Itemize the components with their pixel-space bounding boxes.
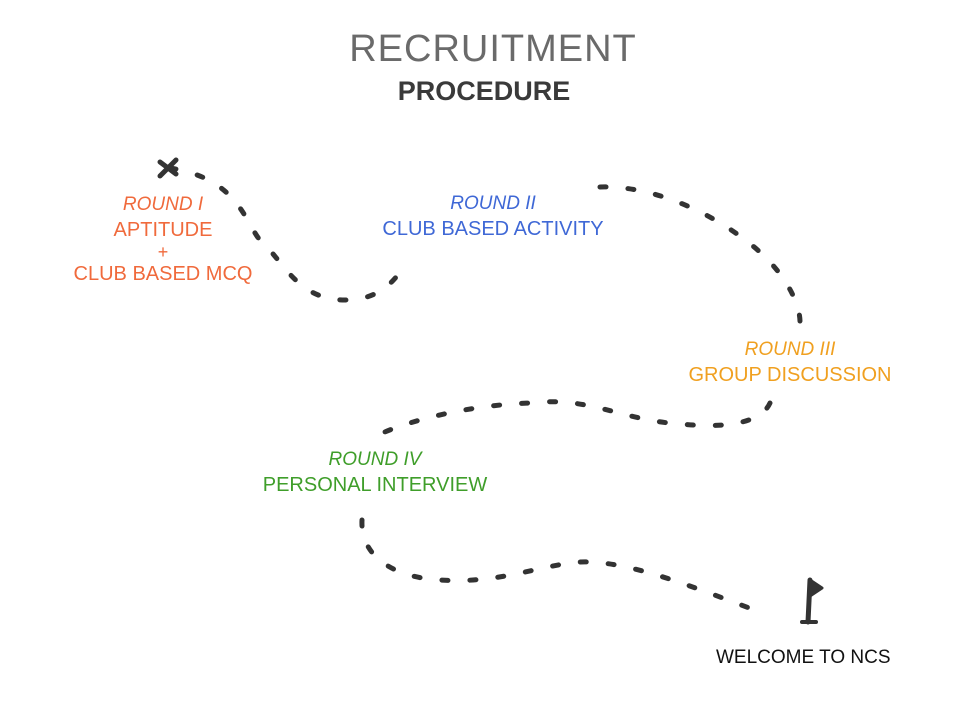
- flag-icon: [800, 577, 824, 625]
- round-2: ROUND II CLUB BASED ACTIVITY: [373, 191, 613, 241]
- round-3-label: ROUND III: [744, 339, 836, 360]
- round-4-label: ROUND IV: [328, 449, 422, 470]
- round-1-line-1: APTITUDE: [113, 219, 213, 241]
- round-4-line-1: PERSONAL INTERVIEW: [262, 474, 488, 496]
- round-2-label: ROUND II: [450, 193, 536, 214]
- round-2-line-1: CLUB BASED ACTIVITY: [382, 218, 604, 240]
- round-1-line-3: CLUB BASED MCQ: [73, 263, 253, 285]
- round-3-line-1: GROUP DISCUSSION: [688, 364, 892, 386]
- page-title: RECRUITMENT: [349, 28, 637, 70]
- round-1-label: ROUND I: [122, 194, 204, 215]
- round-1: ROUND I APTITUDE + CLUB BASED MCQ: [58, 192, 268, 286]
- round-1-line-2: +: [157, 242, 169, 262]
- x-mark-icon: [157, 157, 179, 179]
- round-4: ROUND IV PERSONAL INTERVIEW: [250, 447, 500, 497]
- welcome-text: WELCOME TO NCS: [716, 647, 891, 668]
- page-subtitle: PROCEDURE: [397, 76, 571, 106]
- round-3: ROUND III GROUP DISCUSSION: [678, 337, 902, 387]
